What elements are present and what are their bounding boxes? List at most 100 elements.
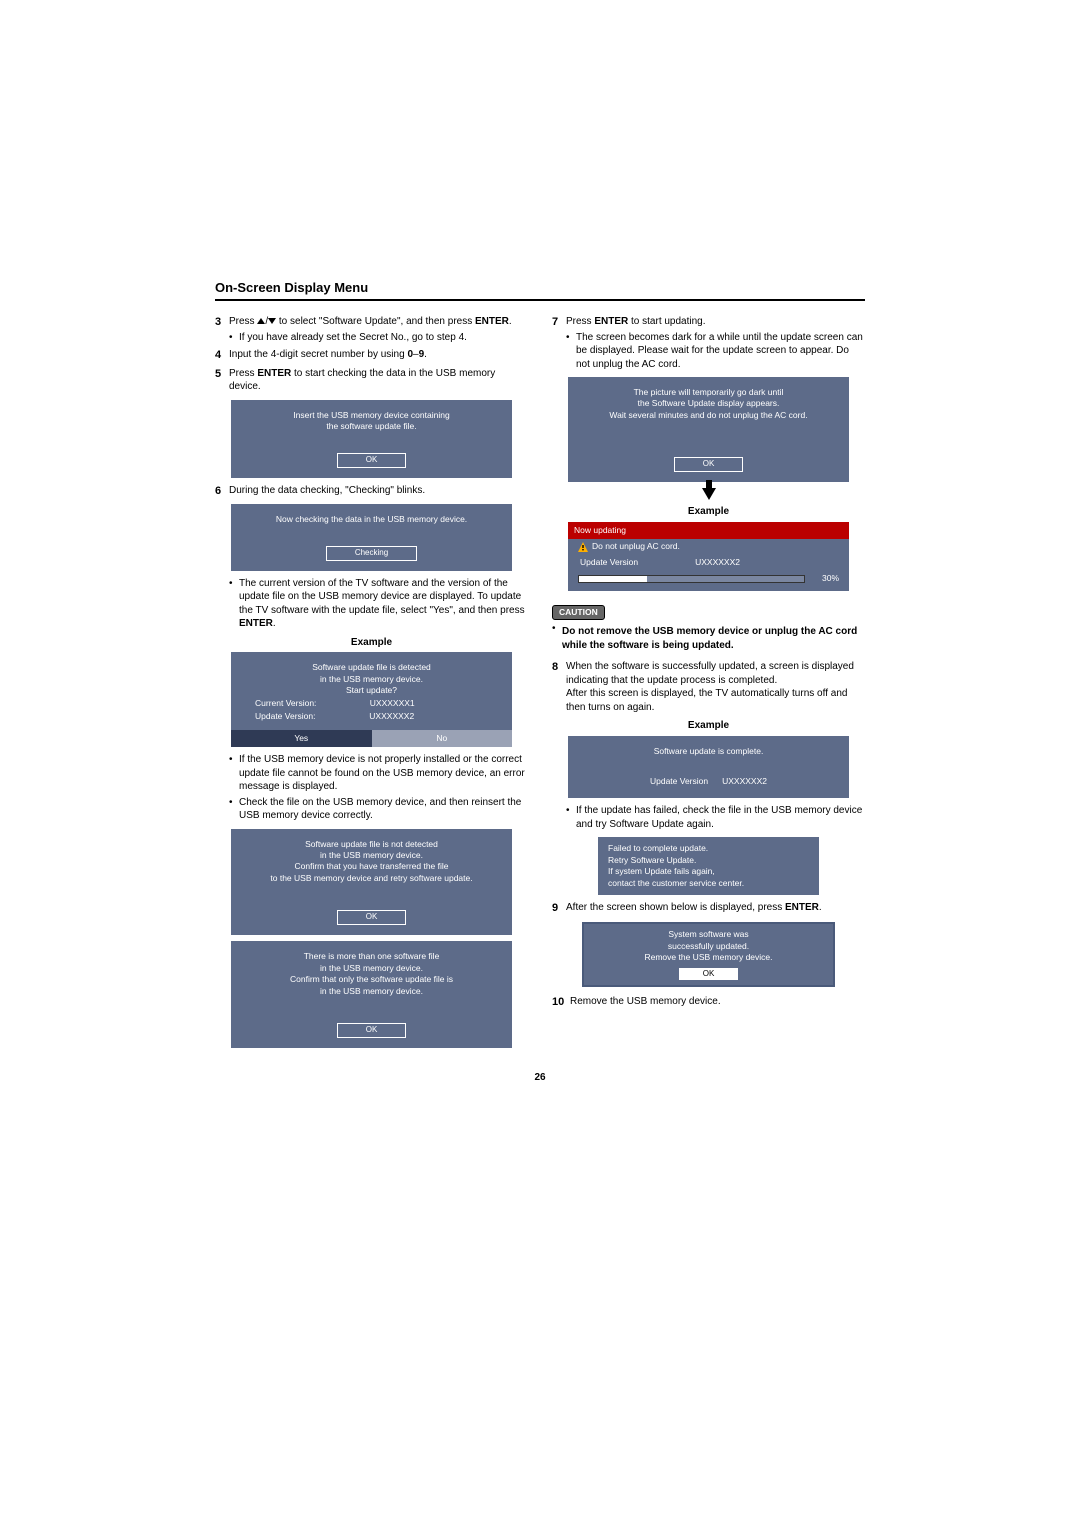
osd-line: Remove the USB memory device. bbox=[590, 952, 827, 963]
text: The current version of the TV software a… bbox=[239, 577, 528, 631]
step-num: 4 bbox=[215, 348, 229, 363]
sub-bullet: •If you have already set the Secret No.,… bbox=[229, 331, 528, 345]
text: If the update has failed, check the file… bbox=[576, 804, 865, 831]
bullet-dot: • bbox=[229, 796, 239, 823]
up-icon bbox=[257, 318, 265, 324]
progress-fill bbox=[579, 576, 647, 582]
checking-label: Checking bbox=[326, 546, 417, 561]
bullet: •If the update has failed, check the fil… bbox=[566, 804, 865, 831]
step-num: 5 bbox=[215, 367, 229, 394]
enter-label: ENTER bbox=[785, 902, 819, 913]
step-body: Input the 4-digit secret number by using… bbox=[229, 348, 528, 363]
text: . bbox=[424, 349, 427, 360]
osd-line: Software update file is detected bbox=[237, 662, 506, 673]
step-body: Press ENTER to start updating. •The scre… bbox=[566, 315, 865, 371]
osd-line: in the USB memory device. bbox=[237, 986, 506, 997]
enter-label: ENTER bbox=[239, 618, 273, 629]
ok-button[interactable]: OK bbox=[679, 968, 739, 981]
caution-badge: CAUTION bbox=[552, 605, 605, 620]
progress-percent: 30% bbox=[809, 573, 839, 584]
arrow-down-icon bbox=[702, 488, 716, 500]
warning-icon bbox=[578, 542, 588, 552]
enter-label: ENTER bbox=[257, 368, 291, 379]
step-body: During the data checking, "Checking" bli… bbox=[229, 484, 528, 499]
step-num: 7 bbox=[552, 315, 566, 371]
text: to select "Software Update", and then pr… bbox=[276, 316, 475, 327]
step-10: 10 Remove the USB memory device. bbox=[552, 995, 865, 1010]
osd-line: in the USB memory device. bbox=[237, 674, 506, 685]
step-7: 7 Press ENTER to start updating. •The sc… bbox=[552, 315, 865, 371]
step-body: Press ENTER to start checking the data i… bbox=[229, 367, 528, 394]
text: After the screen shown below is displaye… bbox=[566, 902, 785, 913]
ok-button[interactable]: OK bbox=[337, 910, 407, 925]
text: The screen becomes dark for a while unti… bbox=[576, 331, 865, 372]
step-3: 3 Press / to select "Software Update", a… bbox=[215, 315, 528, 344]
text: . bbox=[509, 316, 512, 327]
step-body: After the screen shown below is displaye… bbox=[566, 901, 865, 916]
text: Check the file on the USB memory device,… bbox=[239, 796, 528, 823]
osd-line: There is more than one software file bbox=[237, 951, 506, 962]
version-row: Update VersionUXXXXXX2 bbox=[568, 555, 849, 570]
label: Update Version bbox=[580, 557, 638, 568]
value: UXXXXXX2 bbox=[722, 776, 767, 787]
progress-bar: 30% bbox=[568, 570, 849, 590]
label: Update Version bbox=[650, 776, 708, 787]
bullet-dot: • bbox=[229, 331, 239, 345]
text: The current version of the TV software a… bbox=[239, 578, 525, 616]
version-row: Update Version UXXXXXX2 bbox=[574, 775, 843, 788]
version-row: Update Version:UXXXXXX2 bbox=[237, 710, 506, 723]
caution-text: Do not remove the USB memory device or u… bbox=[562, 625, 865, 652]
osd-line: contact the customer service center. bbox=[608, 878, 809, 889]
step-body: Remove the USB memory device. bbox=[570, 995, 865, 1010]
caution-block: CAUTION •Do not remove the USB memory de… bbox=[552, 597, 865, 652]
step-num: 8 bbox=[552, 660, 566, 714]
step-4: 4 Input the 4-digit secret number by usi… bbox=[215, 348, 528, 363]
text: . bbox=[273, 618, 276, 629]
osd-line: Start update? bbox=[237, 685, 506, 696]
bullet: •If the USB memory device is not properl… bbox=[229, 753, 528, 794]
osd-now-updating: Now updating Do not unplug AC cord. Upda… bbox=[568, 522, 849, 591]
left-column: 3 Press / to select "Software Update", a… bbox=[215, 311, 528, 1054]
down-icon bbox=[268, 318, 276, 324]
osd-update-complete: Software update is complete. Update Vers… bbox=[568, 736, 849, 799]
step-9: 9 After the screen shown below is displa… bbox=[552, 901, 865, 916]
ok-button[interactable]: OK bbox=[337, 1023, 407, 1038]
bullet: •Check the file on the USB memory device… bbox=[229, 796, 528, 823]
step-5: 5 Press ENTER to start checking the data… bbox=[215, 367, 528, 394]
page-title: On-Screen Display Menu bbox=[215, 280, 865, 295]
step-num: 9 bbox=[552, 901, 566, 916]
bullet-dot: • bbox=[566, 331, 576, 372]
label: Update Version: bbox=[255, 711, 315, 722]
step-num: 10 bbox=[552, 995, 570, 1010]
text: Press bbox=[229, 316, 257, 327]
osd-line: The picture will temporarily go dark unt… bbox=[574, 387, 843, 398]
bullet-dot: • bbox=[229, 753, 239, 794]
page-number: 26 bbox=[215, 1072, 865, 1083]
warning-text: Do not unplug AC cord. bbox=[592, 541, 680, 552]
osd-header: Now updating bbox=[568, 522, 849, 539]
osd-line: Failed to complete update. bbox=[608, 843, 809, 854]
step-8: 8 When the software is successfully upda… bbox=[552, 660, 865, 714]
osd-checking: Now checking the data in the USB memory … bbox=[231, 504, 512, 570]
text: If the USB memory device is not properly… bbox=[239, 753, 528, 794]
content-columns: 3 Press / to select "Software Update", a… bbox=[215, 311, 865, 1054]
caution-bullet: •Do not remove the USB memory device or … bbox=[552, 622, 865, 652]
yes-button[interactable]: Yes bbox=[231, 730, 372, 747]
osd-line: the software update file. bbox=[237, 421, 506, 432]
enter-label: ENTER bbox=[475, 316, 509, 327]
bullet-dot: • bbox=[566, 804, 576, 831]
ok-button[interactable]: OK bbox=[337, 453, 407, 468]
osd-success: System software was successfully updated… bbox=[582, 922, 835, 987]
example-label: Example bbox=[215, 636, 528, 650]
osd-line: Software update is complete. bbox=[574, 746, 843, 757]
osd-line: in the USB memory device. bbox=[237, 850, 506, 861]
osd-file-not-detected: Software update file is not detected in … bbox=[231, 829, 512, 936]
text: When the software is successfully update… bbox=[566, 660, 865, 687]
value: UXXXXXX1 bbox=[370, 698, 415, 709]
step-num: 6 bbox=[215, 484, 229, 499]
osd-dark-warning: The picture will temporarily go dark unt… bbox=[568, 377, 849, 482]
osd-line: If system Update fails again, bbox=[608, 866, 809, 877]
ok-button[interactable]: OK bbox=[674, 457, 744, 472]
step-body: Press / to select "Software Update", and… bbox=[229, 315, 528, 344]
no-button[interactable]: No bbox=[372, 730, 513, 747]
